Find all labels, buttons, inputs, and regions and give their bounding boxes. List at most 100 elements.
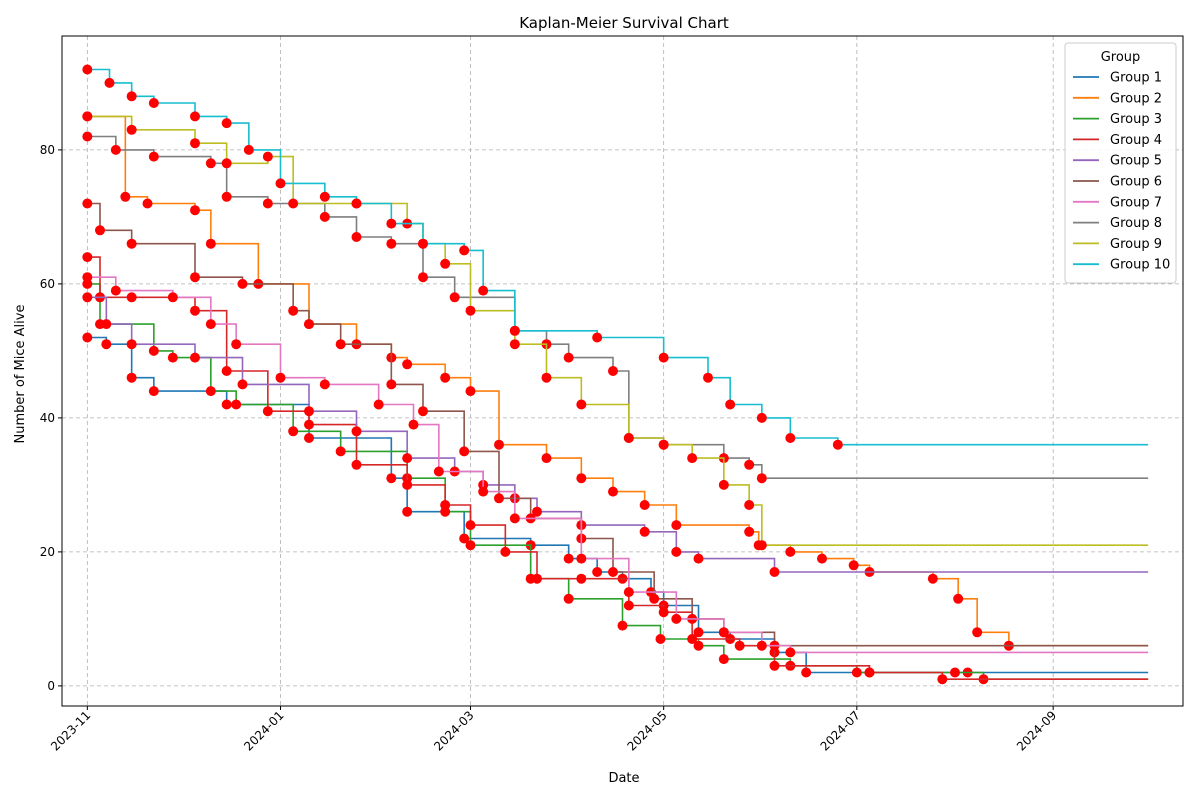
censor-point (335, 339, 346, 350)
x-tick-label: 2024-03 (431, 708, 476, 753)
censor-point (288, 426, 299, 437)
censor-point (126, 339, 137, 350)
censor-point (433, 466, 444, 477)
censor-point (205, 158, 216, 169)
axes-frame (61, 35, 1184, 707)
censor-point (82, 198, 93, 209)
censor-point (801, 667, 812, 678)
censor-point (110, 285, 121, 296)
censor-point (671, 613, 682, 624)
censor-point (563, 352, 574, 363)
series-line (87, 296, 1149, 573)
series-9 (82, 111, 1149, 551)
censor-point (440, 500, 451, 510)
censor-point (478, 285, 489, 296)
censor-point (832, 439, 843, 450)
censor-point (509, 513, 520, 524)
censor-point (275, 372, 286, 383)
censor-point (190, 205, 200, 216)
censor-point (386, 218, 397, 229)
censor-point (449, 292, 460, 303)
censor-point (190, 305, 200, 316)
series-10 (82, 64, 1149, 450)
censor-point (592, 567, 603, 577)
censor-point (408, 419, 419, 430)
censor-point (126, 238, 137, 249)
censor-point (563, 593, 574, 604)
censor-point (576, 399, 587, 410)
censor-point (509, 325, 520, 336)
censor-point (693, 553, 704, 564)
censor-point (576, 553, 587, 564)
censor-point (288, 198, 299, 209)
censor-point (478, 486, 489, 497)
censor-point (734, 640, 745, 651)
chart-title: Kaplan-Meier Survival Chart (519, 14, 729, 32)
censor-point (148, 98, 159, 108)
censor-point (386, 473, 397, 484)
censor-point (120, 191, 131, 202)
legend-label: Group 2 (1110, 91, 1162, 106)
series-line (87, 68, 1149, 446)
censor-point (541, 372, 552, 383)
censor-point (769, 660, 780, 671)
censor-point (148, 386, 159, 397)
censor-point (785, 647, 796, 658)
censor-point (402, 359, 413, 370)
censor-point (95, 225, 105, 236)
censor-point (500, 546, 511, 557)
series-line (87, 283, 1149, 680)
censor-point (351, 459, 362, 470)
censor-point (205, 238, 216, 249)
censor-point (658, 607, 669, 618)
censor-point (953, 593, 964, 604)
censor-point (221, 118, 232, 129)
censor-point (465, 386, 476, 397)
censor-point (459, 533, 470, 544)
censor-point (275, 178, 286, 189)
censor-point (221, 399, 232, 410)
series-7 (82, 272, 1149, 658)
censor-point (82, 272, 93, 283)
censor-point (623, 433, 634, 443)
censor-point (351, 198, 362, 209)
series-3 (82, 278, 1149, 685)
censor-point (262, 406, 273, 417)
series-line (87, 336, 1149, 674)
censor-point (592, 332, 603, 343)
censor-point (205, 319, 216, 330)
censor-point (351, 426, 362, 437)
censor-point (576, 473, 587, 484)
censor-point (541, 453, 552, 464)
series-line (87, 276, 1149, 654)
censor-point (82, 64, 93, 75)
censor-point (237, 379, 248, 390)
censor-point (440, 258, 451, 269)
x-tick-label: 2024-07 (818, 708, 863, 753)
censor-point (756, 540, 767, 551)
censor-point (221, 191, 232, 202)
censor-point (693, 640, 704, 651)
legend-label: Group 6 (1110, 175, 1162, 190)
x-tick-label: 2024-01 (241, 708, 286, 753)
censor-point (864, 667, 875, 678)
legend-label: Group 5 (1110, 154, 1162, 169)
censor-point (509, 339, 520, 350)
censor-point (288, 305, 299, 316)
censor-point (402, 506, 413, 517)
censor-point (221, 158, 232, 169)
censor-point (687, 453, 698, 464)
y-axis-label: Number of Mice Alive (13, 305, 28, 444)
censor-point (608, 567, 618, 577)
censor-point (756, 640, 767, 651)
censor-point (304, 406, 314, 417)
censor-point (237, 278, 248, 289)
censor-point (693, 627, 704, 638)
censor-point (756, 412, 767, 423)
censor-point (262, 198, 273, 209)
censor-point (494, 493, 504, 504)
censor-point (82, 332, 93, 343)
censor-point (190, 272, 200, 283)
censor-point (744, 500, 755, 510)
